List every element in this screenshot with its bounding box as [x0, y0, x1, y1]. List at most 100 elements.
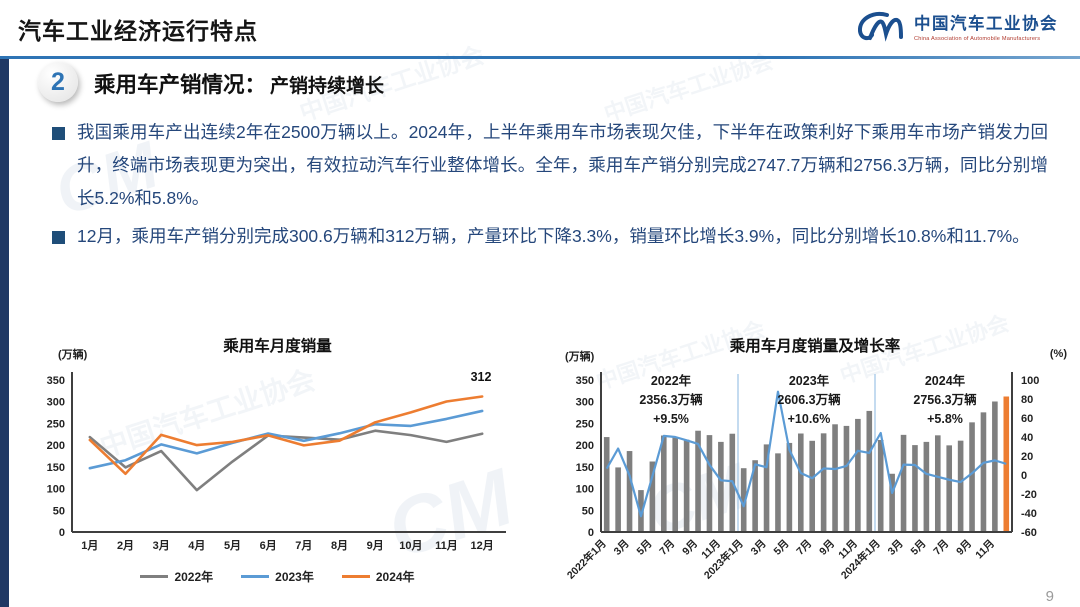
- org-name-en: China Association of Automobile Manufact…: [914, 36, 1041, 42]
- bar: [946, 445, 953, 532]
- x-tick-label: 7月: [931, 538, 951, 558]
- x-tick-label: 2月: [117, 539, 134, 552]
- legend-label: 2024年: [375, 570, 415, 584]
- legend-label: 2023年: [275, 570, 314, 584]
- left-tick-label: 50: [582, 505, 594, 517]
- right-tick-label: 0: [1021, 470, 1027, 482]
- left-accent-bar: [0, 59, 9, 607]
- section-heading: 乘用车产销情况：: [94, 73, 267, 97]
- legend-item-2023: 2023年: [241, 568, 314, 585]
- bar: [752, 460, 758, 532]
- annotation-line: +9.5%: [653, 411, 689, 426]
- x-tick-label: 9月: [367, 539, 384, 552]
- sales-bars: [603, 396, 1010, 532]
- x-tick-label: 7月: [794, 538, 814, 558]
- bar: [718, 441, 724, 532]
- bar: [900, 434, 907, 532]
- chart-legend: 2022年 2023年 2024年: [30, 568, 525, 585]
- x-tick-label: 3月: [749, 538, 769, 558]
- section-header: 乘用车产销情况： 产销持续增长: [94, 68, 384, 99]
- legend-swatch-blue: [241, 575, 270, 578]
- chart-title: 乘用车月度销量及增长率: [729, 338, 901, 355]
- bar: [649, 461, 656, 532]
- right-tick-label: -40: [1021, 508, 1037, 520]
- x-tick-label: 6月: [260, 539, 277, 552]
- bar: [969, 422, 975, 532]
- left-tick-label: 100: [576, 484, 594, 496]
- right-axis-unit-label: (%): [1049, 348, 1067, 360]
- annotation-line: 2024年: [924, 374, 966, 388]
- right-tick-label: -60: [1021, 527, 1037, 539]
- bar: [797, 433, 804, 532]
- y-axis-unit-label: (万辆): [58, 349, 88, 361]
- bar: [923, 441, 930, 532]
- left-tick-label: 150: [576, 462, 594, 474]
- bar: [615, 467, 621, 532]
- bullet-text: 12月，乘用车产销分别完成300.6万辆和312万辆，产量环比下降3.3%，销量…: [77, 225, 1030, 246]
- data-label-312: 312: [470, 370, 492, 384]
- legend-item-2022: 2022年: [140, 568, 213, 585]
- bar: [809, 440, 816, 532]
- right-tick-label: 40: [1021, 432, 1033, 444]
- bar: [934, 435, 941, 532]
- right-tick-label: -20: [1021, 489, 1037, 501]
- bar: [786, 442, 793, 532]
- bar: [672, 437, 679, 532]
- left-tick-label: 300: [576, 397, 594, 409]
- bar: [832, 424, 838, 532]
- line-chart-plot: 0 50 100 150 200 250 300 350 1月 2月 3月 4月 5月 6月 7月 8月 9月 1…: [47, 372, 506, 552]
- right-tick-label: 80: [1021, 394, 1033, 406]
- bar: [775, 453, 781, 532]
- growth-rate-line: [605, 390, 1007, 518]
- list-item: 我国乘用车产出连续2年在2500万辆以上。2024年，上半年乘用车市场表现欠佳，…: [52, 116, 1048, 215]
- y-tick-label: 50: [53, 505, 65, 517]
- x-tick-label: 9月: [680, 538, 700, 558]
- right-tick-label: 60: [1021, 413, 1033, 425]
- x-tick-label: 3月: [612, 538, 632, 558]
- annotation-line: +5.8%: [927, 411, 963, 426]
- org-name-cn: 中国汽车工业协会: [914, 15, 1058, 33]
- left-tick-label: 200: [576, 440, 594, 452]
- bar: [695, 430, 701, 532]
- bar: [763, 444, 770, 532]
- bar: [866, 410, 873, 532]
- bullet-square-icon: [52, 127, 65, 140]
- left-tick-label: 0: [588, 527, 594, 539]
- legend-swatch-orange: [341, 575, 370, 578]
- x-tick-label: 9月: [954, 538, 974, 558]
- bar: [889, 473, 895, 532]
- annotation-2022: 2022年 2356.3万辆 +9.5%: [603, 372, 739, 428]
- x-tick-label: 9月: [817, 538, 837, 558]
- bar: [877, 439, 884, 532]
- y-tick-label: 200: [47, 440, 65, 452]
- bar: [912, 445, 918, 532]
- bullet-text: 我国乘用车产出连续2年在2500万辆以上。2024年，上半年乘用车市场表现欠佳，…: [77, 122, 1048, 208]
- annotation-line: 2756.3万辆: [913, 392, 977, 407]
- bullet-list: 我国乘用车产出连续2年在2500万辆以上。2024年，上半年乘用车市场表现欠佳，…: [52, 116, 1048, 258]
- bar: [626, 451, 633, 532]
- right-tick-label: 100: [1021, 375, 1039, 387]
- bar: [957, 440, 964, 532]
- y-tick-label: 0: [59, 527, 65, 539]
- bar: [603, 437, 610, 532]
- caam-logo: 中国汽车工业协会 China Association of Automobile…: [853, 9, 1058, 43]
- monthly-sales-line-chart: 乘用车月度销量 (万辆) 0 50 100 150 200 250 300 350 1月 2月 3月…: [30, 330, 525, 602]
- x-tick-label: 1月: [81, 539, 98, 552]
- x-tick-label: 12月: [471, 539, 494, 552]
- x-tick-label: 7月: [295, 539, 312, 552]
- annotation-2023: 2023年 2606.3万辆 +10.6%: [741, 372, 877, 428]
- sales-growth-combo-chart: 乘用车月度销量及增长率 (万辆) (%) 0 50 100 150 200 250 300 3…: [555, 330, 1075, 606]
- x-tick-label: 3月: [886, 538, 906, 558]
- bar: [1003, 396, 1010, 532]
- page-number: 9: [1045, 588, 1054, 605]
- list-item: 12月，乘用车产销分别完成300.6万辆和312万辆，产量环比下降3.3%，销量…: [52, 220, 1048, 253]
- chart-title: 乘用车月度销量: [223, 338, 332, 355]
- y-tick-label: 300: [47, 397, 65, 409]
- right-tick-label: 20: [1021, 451, 1033, 463]
- x-tick-label: 5月: [634, 538, 654, 558]
- bar: [660, 435, 667, 532]
- x-tick-label: 5月: [224, 539, 241, 552]
- annotation-line: +10.6%: [787, 411, 831, 426]
- bar: [992, 401, 998, 532]
